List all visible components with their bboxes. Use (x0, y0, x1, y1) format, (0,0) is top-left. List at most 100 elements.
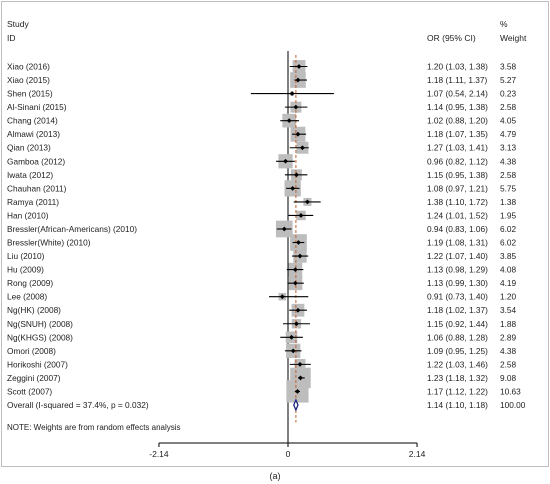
study-label: Scott (2007) (7, 386, 52, 396)
overall-diamond (293, 398, 299, 412)
weight-value: 3.85 (500, 251, 517, 261)
or-ci-value: 1.09 (0.95, 1.25) (427, 346, 488, 356)
or-ci-value: 1.06 (0.88, 1.28) (427, 332, 488, 342)
point-estimate (295, 131, 301, 137)
header-study: Study (7, 19, 29, 29)
weight-value: 5.75 (500, 183, 517, 193)
weight-value: 4.79 (500, 129, 517, 139)
study-label: Xiao (2015) (7, 75, 50, 85)
point-estimate (296, 240, 301, 245)
study-label: Bressler(African-Americans) (2010) (7, 224, 137, 234)
point-estimate (298, 213, 304, 218)
point-estimate (289, 334, 294, 340)
study-label: Bressler(White) (2010) (7, 238, 91, 248)
weight-value: 6.02 (500, 224, 517, 234)
study-label: Horikoshi (2007) (7, 359, 68, 369)
overall-weight: 100.00 (500, 400, 526, 410)
weight-value: 6.02 (500, 238, 517, 248)
point-estimate (298, 375, 303, 381)
header-id: ID (7, 33, 16, 43)
x-tick-label: -2.14 (149, 449, 169, 459)
point-estimate (294, 321, 299, 327)
point-estimate (290, 348, 296, 354)
point-estimate (290, 185, 296, 191)
point-estimate (297, 253, 303, 259)
point-estimate (295, 307, 301, 313)
or-ci-value: 1.18 (1.02, 1.37) (427, 305, 488, 315)
study-label: Chauhan (2011) (7, 183, 67, 193)
weight-value: 4.05 (500, 116, 517, 126)
point-estimate (295, 77, 301, 83)
point-estimate (283, 158, 288, 164)
point-estimate (296, 64, 302, 69)
or-ci-value: 1.13 (0.98, 1.29) (427, 265, 488, 275)
weight-value: 3.13 (500, 143, 517, 153)
weight-value: 4.38 (500, 156, 517, 166)
or-ci-value: 1.07 (0.54, 2.14) (427, 89, 488, 99)
weight-value: 0.23 (500, 89, 517, 99)
or-ci-value: 1.19 (1.08, 1.31) (427, 238, 488, 248)
study-label: Iwata (2012) (7, 170, 53, 180)
study-label: Qian (2013) (7, 143, 51, 153)
header-pct: % (500, 19, 508, 29)
or-ci-value: 1.27 (1.03, 1.41) (427, 143, 488, 153)
or-ci-value: 1.15 (0.95, 1.38) (427, 170, 488, 180)
or-ci-value: 0.94 (0.83, 1.06) (427, 224, 488, 234)
weight-value: 3.54 (500, 305, 517, 315)
or-ci-value: 1.38 (1.10, 1.72) (427, 197, 488, 207)
study-label: Hu (2009) (7, 265, 44, 275)
plot-frame (1, 1, 549, 467)
overall-or-ci: 1.14 (1.10, 1.18) (427, 400, 488, 410)
weight-value: 1.38 (500, 197, 517, 207)
or-ci-value: 1.18 (1.11, 1.37) (427, 75, 488, 85)
point-estimate (279, 294, 285, 300)
or-ci-value: 1.24 (1.01, 1.52) (427, 210, 488, 220)
x-tick-label: 2.14 (409, 449, 426, 459)
study-label: Rong (2009) (7, 278, 53, 288)
x-tick-label: 0 (286, 449, 291, 459)
weight-value: 2.58 (500, 170, 517, 180)
study-label: Ng(KHGS) (2008) (7, 332, 73, 342)
study-label: Gamboa (2012) (7, 156, 65, 166)
study-rows: Xiao (2016) 1.20 (1.03, 1.38) 3.58 Xiao (20… (7, 51, 526, 443)
study-label: Chang (2014) (7, 116, 58, 126)
or-ci-value: 0.96 (0.82, 1.12) (427, 156, 488, 166)
weight-value: 2.89 (500, 332, 517, 342)
study-label: Almawi (2013) (7, 129, 60, 139)
point-estimate (281, 226, 287, 232)
weight-value: 4.08 (500, 265, 517, 275)
or-ci-value: 1.23 (1.18, 1.32) (427, 373, 488, 383)
or-ci-value: 1.13 (0.99, 1.30) (427, 278, 488, 288)
overall-label: Overall (I-squared = 37.4%, p = 0.032) (7, 400, 149, 410)
point-estimate (305, 199, 310, 205)
point-estimate (293, 104, 299, 110)
or-ci-value: 1.20 (1.03, 1.38) (427, 62, 488, 72)
point-estimate (289, 91, 295, 96)
weight-value: 2.58 (500, 102, 517, 112)
study-label: Ramya (2011) (7, 197, 59, 207)
point-estimate (295, 389, 300, 394)
study-label: Xiao (2016) (7, 62, 50, 72)
point-estimate (292, 267, 298, 272)
figure-caption: (a) (270, 471, 281, 481)
study-label: Ng(SNUH) (2008) (7, 319, 73, 329)
weight-value: 10.63 (500, 386, 521, 396)
weight-value: 1.20 (500, 292, 517, 302)
weight-value: 5.27 (500, 75, 517, 85)
study-label: Lee (2008) (7, 292, 47, 302)
or-ci-value: 1.08 (0.97, 1.21) (427, 183, 488, 193)
study-label: Al-Sinani (2015) (7, 102, 67, 112)
header-weight: Weight (500, 33, 527, 43)
study-label: Ng(HK) (2008) (7, 305, 61, 315)
or-ci-value: 1.15 (0.92, 1.44) (427, 319, 488, 329)
weight-value: 3.58 (500, 62, 517, 72)
weight-value: 4.38 (500, 346, 517, 356)
study-label: Shen (2015) (7, 89, 53, 99)
point-estimate (294, 172, 299, 178)
study-label: Han (2010) (7, 210, 49, 220)
or-ci-value: 1.18 (1.07, 1.35) (427, 129, 488, 139)
or-ci-value: 1.17 (1.12, 1.22) (427, 386, 488, 396)
or-ci-value: 0.91 (0.73, 1.40) (427, 292, 488, 302)
or-ci-value: 1.22 (1.07, 1.40) (427, 251, 488, 261)
